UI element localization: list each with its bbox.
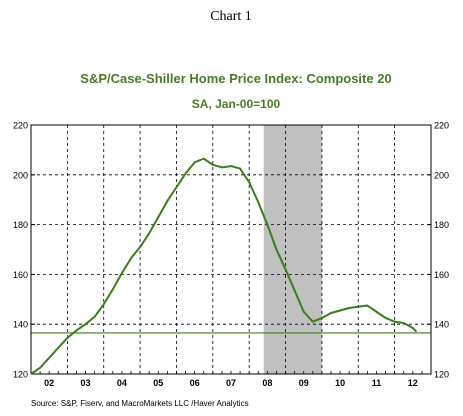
x-tick-label: 09 bbox=[299, 378, 309, 388]
y-tick-label-right: 120 bbox=[434, 370, 449, 380]
x-tick-label: 02 bbox=[44, 378, 54, 388]
plot-frame bbox=[30, 124, 432, 375]
chart-title: S&P/Case-Shiller Home Price Index: Compo… bbox=[80, 71, 391, 86]
page-title: Chart 1 bbox=[210, 9, 252, 24]
x-tick-label: 10 bbox=[335, 378, 345, 388]
x-tick-label: 12 bbox=[408, 378, 418, 388]
y-tick-label-left: 220 bbox=[13, 121, 28, 131]
x-tick-label: 04 bbox=[117, 378, 127, 388]
recession-band bbox=[263, 125, 322, 374]
x-tick-label: 11 bbox=[372, 378, 382, 388]
chart-subtitle: SA, Jan-00=100 bbox=[192, 97, 281, 111]
source-note: Source: S&P, Fiserv, and MacroMarkets LL… bbox=[31, 399, 249, 408]
x-tick-label: 05 bbox=[153, 378, 163, 388]
series-line bbox=[30, 157, 418, 375]
y-tick-label-right: 160 bbox=[434, 270, 449, 280]
y-tick-label-left: 120 bbox=[13, 370, 28, 380]
x-tick-label: 08 bbox=[262, 378, 272, 388]
y-tick-label-left: 160 bbox=[13, 270, 28, 280]
y-tick-label-right: 220 bbox=[434, 121, 449, 131]
y-tick-label-left: 140 bbox=[13, 320, 28, 330]
y-tick-label-right: 140 bbox=[434, 320, 449, 330]
y-tick-label-left: 180 bbox=[13, 220, 28, 230]
x-tick-label: 07 bbox=[226, 378, 236, 388]
x-tick-label: 03 bbox=[81, 378, 91, 388]
x-tick-label: 06 bbox=[190, 378, 200, 388]
y-tick-label-left: 200 bbox=[13, 170, 28, 180]
y-tick-label-right: 180 bbox=[434, 220, 449, 230]
plot-area: 120 120 140 140 160 160 180 180 200 200 220 220 02 03… bbox=[13, 121, 449, 389]
y-tick-label-right: 200 bbox=[434, 170, 449, 180]
